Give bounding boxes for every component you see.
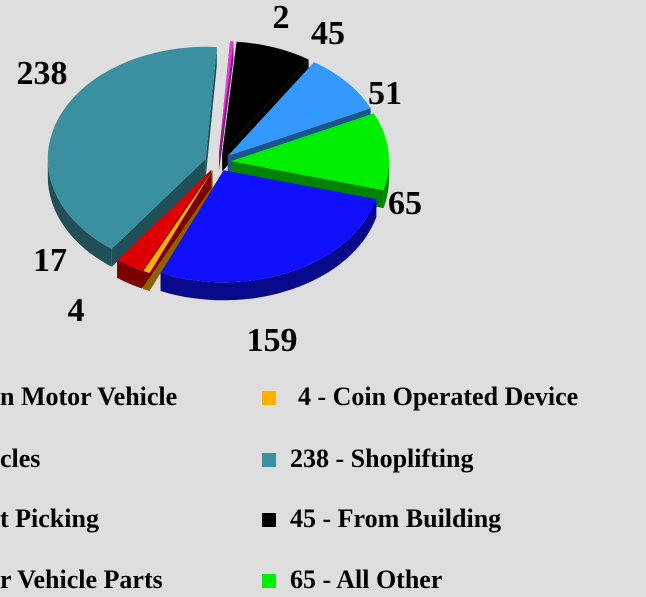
legend-label: cles [0, 444, 40, 473]
data-label: 159 [247, 322, 298, 359]
legend-label: 45 - From Building [290, 504, 501, 533]
slice [117, 169, 212, 271]
data-label: 17 [33, 242, 67, 279]
legend-swatch [262, 453, 276, 467]
data-label: 4 [68, 292, 85, 329]
legend-label: n Motor Vehicle [0, 382, 177, 411]
slice-side [383, 161, 389, 209]
data-label: 2 [273, 0, 290, 36]
legend-swatch [262, 513, 276, 527]
legend-label: r Vehicle Parts [0, 565, 163, 594]
legend-swatch [262, 391, 276, 405]
data-label: 51 [368, 75, 402, 112]
legend-label: t Picking [0, 504, 99, 533]
slice-side [47, 158, 112, 267]
slice [47, 46, 217, 249]
slice [227, 62, 371, 156]
data-label: 65 [388, 185, 422, 222]
slice-wall [219, 41, 234, 171]
slice-wall [111, 158, 206, 267]
legend-swatch [262, 574, 276, 588]
slice [230, 113, 389, 191]
slice [219, 41, 234, 153]
legend-label: 4 - Coin Operated Device [298, 382, 578, 411]
legend-label: 238 - Shoplifting [290, 444, 474, 473]
slice-side [160, 199, 377, 301]
data-label: 45 [311, 15, 345, 52]
slice-wall [205, 47, 217, 177]
slice [160, 170, 377, 283]
slice [222, 41, 309, 154]
legend-label: 65 - All Other [290, 565, 442, 594]
data-label: 238 [17, 55, 68, 92]
slice [143, 170, 213, 274]
